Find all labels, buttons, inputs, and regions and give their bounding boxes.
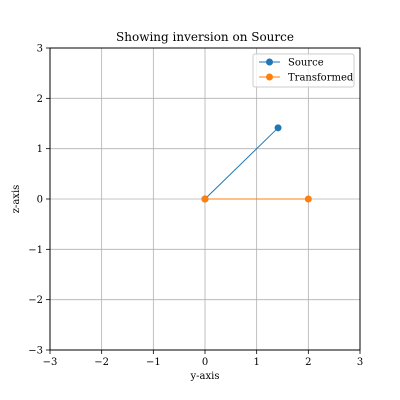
x-tick-label: −1 (146, 357, 161, 368)
x-axis-label: y-axis (190, 371, 220, 382)
y-tick-label: 2 (37, 94, 43, 105)
legend-label: Transformed (288, 73, 354, 84)
legend: Source Transformed (252, 53, 355, 88)
series-line-source (204, 127, 279, 200)
legend-label: Source (288, 58, 324, 69)
y-tick-label: 0 (37, 195, 43, 206)
legend-swatch-marker (266, 58, 273, 66)
legend-entry-transformed: Transformed (259, 73, 354, 84)
y-tick-label: 3 (37, 44, 43, 55)
x-tick-label: 3 (357, 357, 363, 368)
series-layer (201, 124, 312, 203)
y-tick-label: −3 (28, 346, 43, 357)
ticks: −3 −2 −1 0 1 2 3 −3 −2 −1 0 1 2 3 (28, 44, 363, 369)
legend-swatch-marker (266, 73, 273, 81)
y-tick-label: 1 (37, 144, 43, 155)
legend-entry-source: Source (259, 58, 324, 69)
x-tick-label: −2 (94, 357, 109, 368)
x-tick-label: 0 (202, 357, 208, 368)
data-point-transformed (304, 195, 312, 203)
chart-title: Showing inversion on Source (116, 30, 294, 44)
series-transformed (201, 195, 312, 203)
y-tick-label: −1 (28, 245, 43, 256)
x-tick-label: −3 (43, 357, 58, 368)
data-point-source (274, 124, 282, 132)
plot-area: −3 −2 −1 0 1 2 3 −3 −2 −1 0 1 2 3 (28, 44, 363, 369)
y-axis-label: z-axis (11, 185, 22, 214)
y-tick-label: −2 (28, 295, 43, 306)
data-point-transformed (201, 195, 209, 203)
x-tick-label: 2 (305, 357, 311, 368)
legend-items: Source Transformed (259, 58, 354, 84)
x-tick-label: 1 (253, 357, 259, 368)
